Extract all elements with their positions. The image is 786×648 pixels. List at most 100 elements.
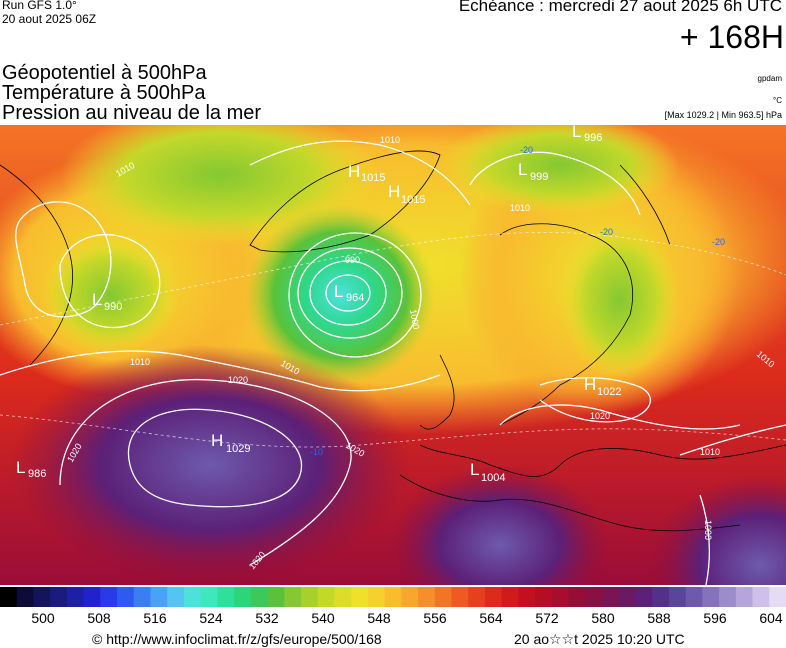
coastlines: [0, 150, 786, 532]
center-value: 999: [530, 171, 548, 183]
scale-swatch: [267, 587, 285, 607]
scale-swatch: [250, 587, 269, 607]
isobar-990: [288, 232, 422, 358]
scale-swatch: [652, 587, 670, 607]
scale-swatch: [351, 587, 369, 607]
scale-swatch: [66, 587, 85, 607]
center-value: 1022: [597, 386, 621, 398]
legend-geopotential: Géopotentiel à 500hPa: [2, 62, 207, 84]
scale-swatch: [334, 587, 352, 607]
scale-tick: 596: [703, 610, 727, 626]
center-letter: L: [92, 290, 101, 309]
scale-tick: 580: [591, 610, 615, 626]
scale-swatch: [150, 587, 168, 607]
legend-temperature: Température à 500hPa: [2, 82, 206, 104]
scale-swatch: [33, 587, 51, 607]
field-green-scandinavia: [560, 220, 680, 380]
isobar-label: 1010: [700, 447, 720, 457]
scale-tick: 500: [31, 610, 55, 626]
run-date: 20 aout 2025 06Z: [2, 12, 97, 26]
scale-swatch: [117, 587, 135, 607]
coast-north-africa: [399, 474, 741, 532]
isobar-1020-atlantic: [59, 378, 352, 566]
pressure-centers: L 964 H 1015 H 1015 L 999 L 996 L 990 H …: [16, 125, 621, 484]
temperature-label: -20: [600, 227, 613, 237]
field-green-west-low: [40, 235, 180, 355]
center-value: 1015: [401, 194, 425, 206]
isobar-964: [325, 274, 371, 312]
field-purple-east: [650, 475, 786, 585]
center-letter: L: [572, 125, 581, 141]
producer-label: gpdam: [757, 74, 782, 83]
isobar-1020-europe: [499, 404, 741, 430]
scale-swatch: [0, 587, 18, 607]
scale-swatch: [501, 587, 519, 607]
scale-swatch: [635, 587, 653, 607]
isobar-label: 1020: [590, 411, 610, 421]
scale-tick: 532: [255, 610, 279, 626]
unit-label: °C: [773, 96, 782, 105]
max-min-label: [Max 1029.2 | Min 963.5] hPa: [664, 110, 782, 120]
copyright-link[interactable]: © http://www.infoclimat.fr/z/gfs/europe/…: [92, 631, 382, 647]
scale-swatch: [535, 587, 553, 607]
scale-swatch: [668, 587, 687, 607]
scale-tick: 548: [367, 610, 391, 626]
isobar-label: 1000: [703, 520, 713, 540]
temperature-label: -20: [520, 145, 533, 155]
isobar-970: [309, 260, 387, 326]
scale-tick: 516: [143, 610, 167, 626]
forecast-horizon: + 168H: [679, 19, 784, 55]
scale-swatch: [468, 587, 486, 607]
scale-swatch: [367, 587, 386, 607]
coast-north-america: [0, 164, 73, 366]
weather-map: L 964 H 1015 H 1015 L 999 L 996 L 990 H …: [0, 125, 786, 585]
isobar-1000-west: [59, 233, 161, 329]
field-deep-low: [245, 205, 435, 385]
scale-swatch: [618, 587, 636, 607]
center-letter: L: [334, 282, 343, 301]
center-value: 996: [584, 132, 602, 144]
center-letter: H: [211, 431, 223, 450]
field-green-arctic: [440, 125, 680, 215]
temperature-label: -20: [712, 237, 725, 247]
center-value: 964: [346, 292, 364, 304]
coast-british-isles: [419, 354, 455, 430]
center-letter: L: [470, 460, 479, 479]
scale-tick: 508: [87, 610, 111, 626]
isobar-label: 1010: [380, 135, 400, 145]
scale-swatch: [133, 587, 152, 607]
forecast-time: Echéance : mercredi 27 aout 2025 6h UTC: [458, 0, 782, 15]
center-letter: H: [348, 162, 360, 181]
scale-swatch: [702, 587, 720, 607]
center-letter: H: [388, 182, 400, 201]
coast-greenland: [249, 150, 441, 253]
scale-tick: 572: [535, 610, 559, 626]
scale-swatch: [585, 587, 603, 607]
scale-swatch: [217, 587, 235, 607]
isobar-1010-south: [0, 350, 441, 392]
isobar-label: 1000: [408, 309, 421, 330]
run-label: Run GFS 1.0°: [2, 0, 77, 12]
scale-tick: 564: [479, 610, 503, 626]
scale-swatch: [769, 587, 786, 607]
scale-swatch: [234, 587, 252, 607]
scale-swatch: [384, 587, 402, 607]
scale-swatch: [518, 587, 536, 607]
coast-barents: [619, 164, 671, 246]
field-purple-africa: [390, 465, 610, 585]
center-value: 1029: [226, 443, 250, 455]
scale-swatch: [602, 587, 620, 607]
isobar-980: [297, 247, 403, 339]
center-value: 990: [104, 301, 122, 313]
scale-swatch: [50, 587, 68, 607]
center-letter: L: [518, 160, 527, 179]
isobar-1010-north: [469, 151, 641, 216]
scale-swatch: [418, 587, 436, 607]
scale-swatch: [685, 587, 703, 607]
isobar-label: 990: [345, 255, 360, 265]
isobar-label: 1010: [130, 357, 150, 367]
isobar-1015: [249, 140, 471, 206]
isobar-1029: [127, 408, 303, 508]
center-letter: L: [16, 458, 25, 477]
scale-swatch: [317, 587, 335, 607]
